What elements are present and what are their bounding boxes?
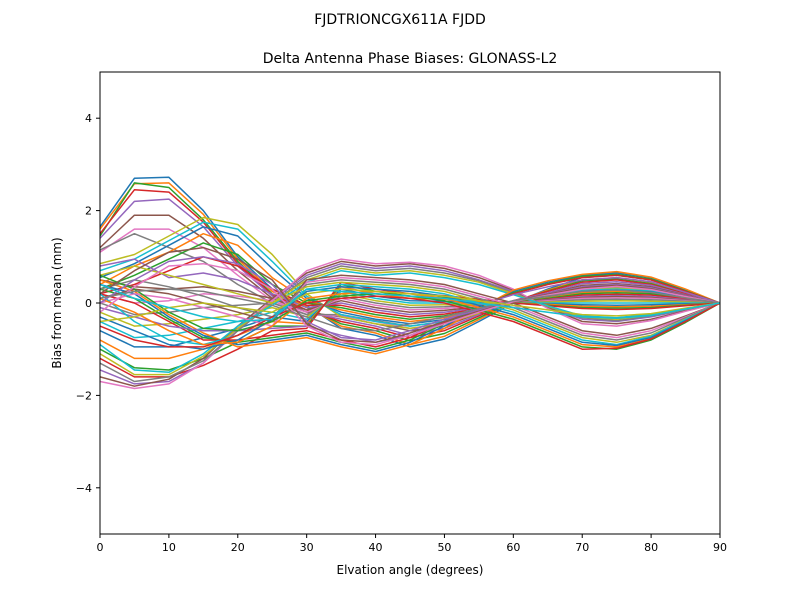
y-tick-label: 2 <box>85 205 92 218</box>
series-line-19 <box>100 293 720 327</box>
series-line-45 <box>100 256 720 341</box>
series-line-17 <box>100 293 720 313</box>
series-line-16 <box>100 279 720 313</box>
y-tick-label: 4 <box>85 112 92 125</box>
series-line-39 <box>100 265 720 344</box>
y-axis-label: Bias from mean (mm) <box>50 237 64 368</box>
series-line-46 <box>100 246 720 344</box>
series-line-12 <box>100 232 720 323</box>
series-line-13 <box>100 242 720 320</box>
chart-title: Delta Antenna Phase Biases: GLONASS-L2 <box>263 51 558 67</box>
y-tick-label: −4 <box>76 482 92 495</box>
x-tick-label: 20 <box>231 541 245 554</box>
series-line-47 <box>100 262 720 346</box>
y-tick-label: 0 <box>85 297 92 310</box>
series-line-26 <box>100 260 720 387</box>
series-line-28 <box>100 265 720 383</box>
series-line-15 <box>100 258 720 316</box>
x-axis-ticks: 0 10 20 30 40 50 60 70 80 90 <box>97 534 727 554</box>
series-line-3 <box>100 182 720 342</box>
x-tick-label: 40 <box>369 541 383 554</box>
series-line-9 <box>100 216 720 330</box>
series-line-41 <box>100 286 720 350</box>
y-tick-label: −2 <box>76 389 92 402</box>
y-axis-ticks: −4 −2 0 2 4 <box>76 112 100 495</box>
series-line-29 <box>100 267 720 376</box>
x-tick-label: 90 <box>713 541 727 554</box>
series-line-37 <box>100 276 720 339</box>
series-line-32 <box>100 270 720 355</box>
x-tick-label: 60 <box>506 541 520 554</box>
series-line-48 <box>100 288 720 332</box>
x-axis-label: Elvation angle (degrees) <box>337 563 484 577</box>
series-line-33 <box>100 273 720 350</box>
x-tick-label: 30 <box>300 541 314 554</box>
series-line-31 <box>100 272 720 353</box>
series-line-50 <box>100 283 720 323</box>
x-tick-label: 10 <box>162 541 176 554</box>
x-tick-label: 70 <box>575 541 589 554</box>
series-line-49 <box>100 288 720 323</box>
chart-suptitle: FJDTRIONCGX611A FJDD <box>314 12 486 28</box>
series-line-10 <box>100 221 720 327</box>
series-line-27 <box>100 258 720 390</box>
x-tick-label: 0 <box>97 541 104 554</box>
series-line-34 <box>100 274 720 348</box>
x-tick-label: 50 <box>437 541 451 554</box>
series-layer <box>100 176 720 390</box>
x-tick-label: 80 <box>644 541 658 554</box>
series-line-38 <box>100 279 720 341</box>
series-line-44 <box>100 295 720 350</box>
